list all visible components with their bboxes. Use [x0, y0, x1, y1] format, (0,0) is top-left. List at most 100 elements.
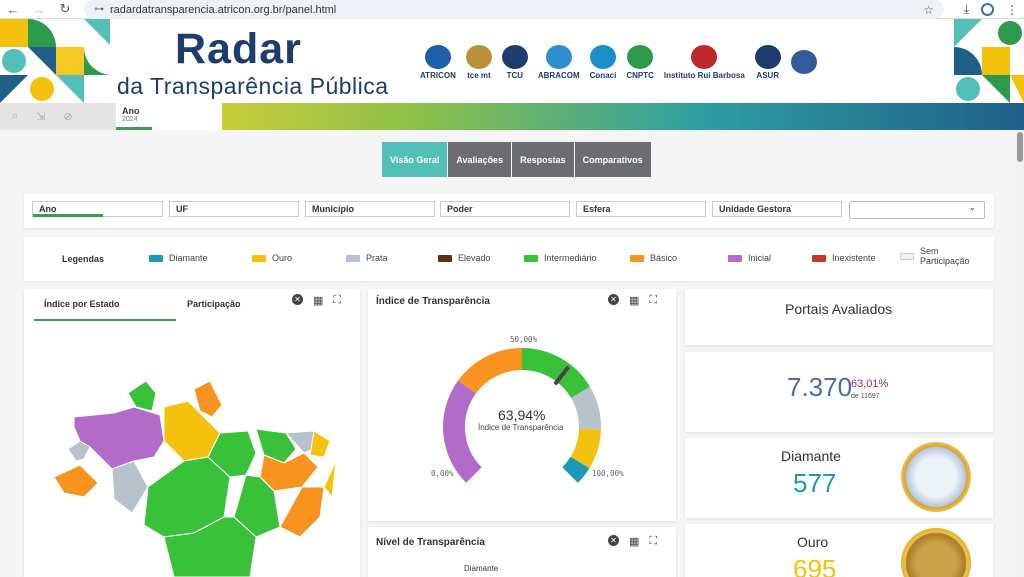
site-info-icon[interactable]: ⊶ [94, 4, 104, 15]
gauge-tick-mid: 50,00% [510, 335, 538, 344]
partner-logo: CNPTC [626, 45, 654, 80]
filter-municipio[interactable]: Município [305, 201, 435, 217]
back-icon[interactable]: ← [6, 1, 20, 17]
portals-count-card: 7.370 63,01% de 11697 [685, 352, 993, 432]
legend-label: Inexistente [832, 253, 876, 263]
close-icon[interactable]: ✕ [608, 294, 619, 305]
diamond-card: Diamante 577 [685, 438, 993, 518]
browser-toolbar: ← → ↻ ⊶ radardatransparencia.atricon.org… [0, 0, 1024, 19]
close-icon[interactable]: ✕ [608, 535, 619, 546]
gauge-tick-min: 0,00% [431, 469, 454, 478]
gauge-segment [458, 348, 523, 394]
legend-item[interactable]: Ouro [252, 253, 292, 263]
gauge-segment [570, 428, 601, 469]
tab-2[interactable]: Respostas [512, 142, 574, 177]
gauge-chart[interactable] [368, 319, 676, 519]
transparency-level-panel: Nível de Transparência ✕ ▦ ⛶ Diamante [368, 527, 676, 577]
legend-item[interactable]: Elevado [438, 253, 491, 263]
gold-card: Ouro 695 [685, 524, 993, 577]
decorative-pattern-right [954, 19, 1024, 103]
brazil-map[interactable] [24, 337, 360, 577]
download-icon[interactable]: ⤓ [963, 2, 969, 16]
partner-name: Instituto Rui Barbosa [663, 71, 745, 80]
filter-unidade-gestora[interactable]: Unidade Gestora [712, 201, 842, 217]
chevron-down-icon: ⌄ [968, 202, 976, 212]
year-chip-label: Ano [122, 106, 140, 116]
fullscreen-icon[interactable]: ⛶ [333, 294, 342, 306]
menu-kebab-icon[interactable]: ⋮ [1006, 2, 1018, 17]
tab-3[interactable]: Comparativos [574, 142, 651, 177]
site-header: Radar da Transparência Pública ATRICON tc… [0, 19, 1024, 103]
legend-swatch [438, 254, 452, 262]
tab-1[interactable]: Avaliações [448, 142, 512, 177]
gauge-segment [443, 380, 483, 483]
partner-emblem-icon [754, 45, 781, 69]
page-scrollbar[interactable] [1016, 130, 1024, 577]
partner-emblem-icon [627, 45, 654, 69]
clear-selections-icon[interactable]: ⊘ [63, 111, 73, 123]
legend-swatch [524, 254, 538, 262]
legend-item[interactable]: Intermediário [524, 253, 597, 263]
partner-name: ATRICON [420, 71, 456, 80]
legend-item[interactable]: Prata [346, 253, 388, 263]
partner-name: ABRACOM [537, 71, 580, 80]
diamond-seal-icon [901, 442, 971, 512]
partner-name: tce mt [467, 71, 491, 80]
profile-icon[interactable] [981, 3, 994, 16]
close-icon[interactable]: ✕ [292, 294, 303, 305]
tab-indice-por-estado[interactable]: Índice por Estado [34, 299, 176, 321]
partner-name: CNPTC [626, 71, 654, 80]
legend-item[interactable]: Sem Participação [900, 246, 972, 266]
legend-swatch [900, 252, 914, 260]
diamond-title: Diamante [781, 448, 841, 464]
dashboard-main: Visão Geral Avaliações Respostas Comparativ… [0, 130, 1016, 577]
legend-item[interactable]: Diamante [149, 253, 208, 263]
filter-esfera[interactable]: Esfera [576, 201, 706, 217]
filter-ano[interactable]: Ano [32, 201, 163, 217]
level-panel-title: Nível de Transparência [376, 537, 485, 548]
partner-emblem-icon [424, 45, 451, 69]
extra-dropdown[interactable]: ⌄ [849, 201, 985, 219]
legend-item[interactable]: Básico [630, 253, 677, 263]
legend-label: Diamante [169, 253, 208, 263]
address-bar[interactable]: ⊶ radardatransparencia.atricon.org.br/pa… [84, 0, 944, 19]
reload-icon[interactable]: ↻ [59, 1, 71, 16]
fullscreen-icon[interactable]: ⛶ [649, 294, 658, 306]
bookmark-star-icon[interactable]: ☆ [923, 2, 934, 17]
partner-name: TCU [506, 71, 524, 80]
view-tabs: Visão Geral Avaliações Respostas Comparativ… [382, 142, 651, 177]
tab-participacao[interactable]: Participação [187, 299, 241, 309]
table-view-icon[interactable]: ▦ [629, 536, 640, 548]
gauge-segment [562, 456, 590, 483]
gauge-needle [553, 365, 570, 386]
legend-label: Básico [650, 253, 678, 263]
selections-icon[interactable]: ⇲ [36, 111, 46, 123]
table-view-icon[interactable]: ▦ [313, 295, 324, 307]
legend-item[interactable]: Inexistente [812, 253, 876, 263]
gauge-panel-title: Índice de Transparência [376, 296, 490, 307]
filter-poder[interactable]: Poder [440, 201, 570, 217]
fullscreen-icon[interactable]: ⛶ [649, 535, 658, 547]
forward-icon[interactable]: → [32, 1, 46, 17]
partner-logo: ASUR [754, 45, 781, 80]
gauge-caption: Índice de Transparência [478, 423, 564, 432]
logo-radar-title: Radar [175, 25, 302, 73]
legend-item[interactable]: Inicial [728, 253, 771, 263]
filter-uf[interactable]: UF [169, 201, 299, 217]
partner-emblem-icon [790, 49, 817, 74]
year-chip-value: 2024 [122, 116, 138, 123]
legend-label: Sem Participação [920, 246, 970, 266]
legend-label: Prata [366, 253, 388, 263]
gold-seal-icon [901, 528, 971, 577]
gauge-value: 63,94% [498, 407, 546, 423]
portals-count: 7.370 [787, 372, 853, 402]
smart-search-icon[interactable]: ⌕ [12, 110, 19, 122]
gold-title: Ouro [797, 534, 829, 550]
tab-0[interactable]: Visão Geral [382, 142, 448, 177]
table-view-icon[interactable]: ▦ [629, 295, 640, 307]
decorative-pattern-left [0, 19, 110, 103]
year-selection-chip[interactable]: Ano 2024 [116, 103, 222, 130]
legend-label: Intermediário [544, 253, 597, 263]
legend-title: Legendas [62, 254, 105, 264]
gauge-tick-max: 100,00% [592, 469, 624, 478]
